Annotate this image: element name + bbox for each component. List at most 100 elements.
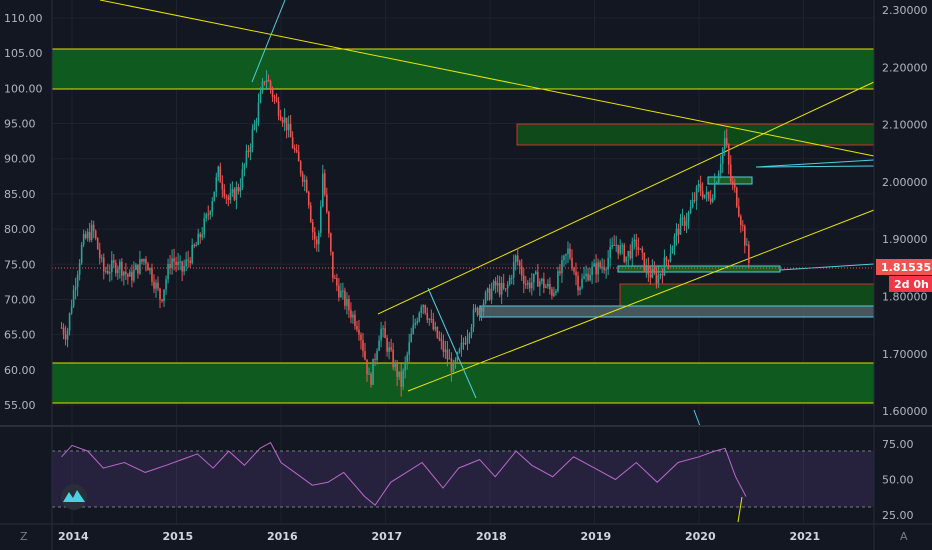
candle-body — [285, 117, 288, 131]
candle-body — [748, 244, 750, 263]
candle-body — [687, 213, 690, 222]
rsi-axis[interactable]: 75.00 50.00 25.00 — [882, 438, 914, 522]
candle-body — [289, 124, 292, 138]
candle-body — [669, 253, 672, 262]
candle-body — [153, 281, 155, 289]
candle-body — [167, 263, 169, 280]
candle-body — [653, 268, 656, 273]
candle-body — [575, 271, 577, 276]
candle-body — [229, 192, 232, 200]
candle-body — [442, 340, 445, 352]
candle-body — [197, 233, 200, 245]
candle-body — [334, 277, 336, 279]
candle-body — [177, 261, 179, 266]
candle-body — [581, 278, 583, 288]
candle-body — [609, 246, 611, 259]
candle-body — [354, 314, 356, 326]
candle-body — [641, 248, 644, 253]
candle-body — [685, 221, 688, 226]
candle-body — [344, 290, 346, 306]
candle-body — [705, 192, 708, 195]
candle-body — [740, 216, 742, 226]
candle-body — [490, 289, 493, 300]
candle-body — [587, 273, 589, 281]
candle-body — [711, 197, 714, 202]
candle-body — [675, 228, 678, 237]
candle-body — [647, 266, 650, 275]
candle-body — [279, 115, 282, 120]
candle-body — [251, 129, 254, 148]
candle-body — [179, 261, 181, 263]
candle-body — [424, 305, 427, 314]
support-zone-grey — [479, 305, 875, 318]
candle-body — [553, 292, 555, 296]
candle-body — [545, 286, 547, 288]
time-axis[interactable]: 2014 2015 2016 2017 2018 2019 2020 2021 — [58, 530, 820, 543]
candle-body — [239, 187, 242, 192]
candle-body — [364, 351, 366, 360]
candle-body — [663, 257, 666, 276]
candle-body — [659, 273, 662, 276]
candle-body — [125, 271, 127, 275]
candle-body — [330, 233, 332, 252]
trendline-down — [99, 0, 875, 157]
trendlines — [52, 0, 875, 427]
candle-body — [434, 326, 437, 330]
candle-body — [470, 326, 473, 335]
candle-body — [322, 173, 324, 207]
candle-body — [565, 254, 567, 256]
candle-body — [263, 81, 266, 83]
candle-body — [543, 278, 545, 288]
candle-body — [541, 278, 543, 282]
right-price-axis[interactable]: 2.30000 2.20000 2.10000 2.00000 1.90000 1.800… — [882, 4, 928, 418]
timezone-button[interactable]: Z — [20, 530, 28, 543]
candle-body — [649, 274, 652, 278]
candle-body — [394, 363, 396, 368]
candle-body — [143, 259, 145, 262]
candle-body — [175, 261, 177, 266]
candle-body — [466, 337, 469, 344]
auto-scale-button[interactable]: A — [900, 530, 908, 543]
candle-body — [78, 263, 81, 276]
cyan-up-line — [251, 0, 286, 83]
candle-body — [697, 183, 700, 188]
candle-body — [235, 187, 238, 200]
candle-body — [488, 288, 491, 300]
candle-body — [713, 182, 716, 198]
time-axis-tick-label: 2019 — [581, 530, 612, 543]
candle-body — [297, 151, 300, 162]
candle-body — [277, 101, 280, 116]
candle-body — [557, 271, 559, 292]
candle-body — [265, 79, 268, 83]
candle-body — [348, 298, 350, 311]
candle-body — [352, 314, 354, 318]
left-axis-tick-label: 105.00 — [4, 47, 43, 60]
candle-body — [390, 347, 392, 350]
candle-body — [563, 255, 565, 260]
candle-body — [657, 275, 660, 284]
candle-body — [225, 196, 228, 198]
candle-body — [324, 173, 326, 195]
tradingview-logo-icon[interactable] — [61, 484, 87, 510]
rsi-line — [61, 441, 747, 506]
candle-body — [583, 276, 585, 279]
cyan-drop-line — [693, 409, 701, 427]
candle-body — [454, 359, 457, 363]
left-price-axis[interactable]: 110.00 105.00 100.00 95.00 90.00 85.00 80.00 75… — [4, 12, 43, 412]
candle-body — [165, 279, 167, 290]
candle-body — [100, 257, 103, 259]
candle-body — [689, 207, 692, 214]
resistance-zone-top — [51, 48, 875, 90]
candle-body — [281, 119, 284, 123]
candle-body — [366, 359, 368, 375]
time-axis-tick-label: 2015 — [163, 530, 194, 543]
time-axis-tick-label: 2017 — [372, 530, 403, 543]
candle-body — [528, 282, 531, 289]
candle-body — [104, 270, 107, 272]
candle-body — [163, 289, 165, 302]
candle-body — [436, 326, 439, 338]
candle-body — [117, 269, 119, 274]
candle-body — [360, 334, 362, 341]
candle-body — [388, 347, 390, 352]
